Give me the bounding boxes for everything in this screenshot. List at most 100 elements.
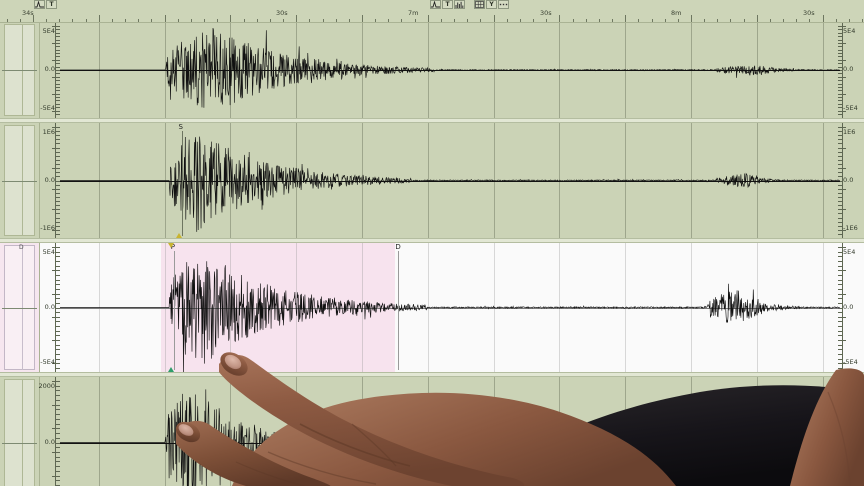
axis-tick [838,340,846,342]
axis-tick [52,42,60,44]
mini-overview-panel[interactable]: D [0,243,40,372]
axis-tick [56,180,60,182]
trace-panel-2[interactable]: 1E6 0.0 -1E6 1E6 0.0 -1E6 S [0,123,864,238]
axis-tick [56,288,60,290]
letter-y-icon[interactable]: Y [486,0,497,9]
axis-tick [56,298,60,300]
axis-tick [56,36,60,38]
mini-overview-panel[interactable] [0,377,40,486]
ruler-minor-tick [849,19,850,22]
axis-label-max-right: 1E6 [843,128,856,136]
pick-marker-top[interactable] [167,243,174,248]
spectrum-icon[interactable] [454,0,465,9]
axis-label-zero-right: 0.0 [843,175,854,184]
ruler-minor-tick [72,19,73,22]
axis-tick [56,205,60,207]
waveform-plot-area[interactable]: S [60,123,840,238]
ellipsis-icon[interactable] [498,0,509,9]
trace-panel-3[interactable]: D 5E4 0.0 -5E4 5E4 0.0 -5E4 P D [0,243,864,372]
zero-baseline [60,181,840,182]
axis-tick [56,83,60,85]
axis-tick [56,53,60,55]
axis-tick [838,330,842,332]
mini-overview-marker-d: D [19,244,24,251]
axis-tick [56,192,60,194]
ruler-major-tick [362,15,363,22]
ruler-minor-tick [704,19,705,22]
axis-tick [56,442,60,444]
axis-tick [838,147,846,149]
ruler-minor-tick [770,19,771,22]
phase-pick-s[interactable]: S [179,124,183,236]
axis-tick [56,368,60,369]
axis-tick [838,201,842,203]
waveform-plot-area[interactable] [60,22,840,118]
axis-tick [56,70,60,71]
axis-tick [56,213,60,215]
pick-marker-bottom[interactable] [175,233,182,238]
phase-pick-line [398,251,400,370]
ruler-minor-tick [191,19,192,22]
vertical-gridline [757,123,758,238]
axis-label-zero-right: 0.0 [843,302,854,311]
axis-tick [838,180,842,182]
grid-icon[interactable] [474,0,485,9]
ruler-minor-tick [467,19,468,22]
axis-tick [56,447,60,449]
ruler-minor-tick [270,19,271,22]
letter-t-icon[interactable]: T [46,0,57,9]
mini-overview-panel[interactable] [0,22,40,118]
ruler-minor-tick [257,19,258,22]
toolbar: T T Y [0,0,864,9]
ruler-minor-tick [586,19,587,22]
ruler-minor-tick [730,19,731,22]
axis-label-max-right: 5E4 [843,27,856,35]
axis-tick [56,176,60,178]
axis-tick [52,110,60,112]
axis-label-zero: 0.0 [44,437,55,446]
axis-tick [56,321,60,323]
axis-tick [56,414,60,416]
axis-tick [838,302,842,304]
axis-tick [838,217,842,219]
amplitude-axis-right: 1E6 0.0 -1E6 [838,123,864,238]
axis-tick [838,270,846,272]
axis-tick [56,395,60,397]
ruler-major-tick [428,15,429,22]
panel-separator[interactable] [0,372,864,377]
axis-tick [838,110,846,112]
panel-separator[interactable] [0,238,864,243]
trace-panel-1[interactable]: 5E4 0.0 -5E4 5E4 0.0 -5E4 [0,22,864,118]
ruler-major-tick [230,15,231,22]
axis-tick [56,279,60,281]
axis-tick [56,433,60,435]
time-ruler[interactable]: 34s 30s 7m 30s 8m 30s [0,9,864,23]
axis-label-max: 2000 [38,382,55,390]
ruler-minor-tick [520,19,521,22]
axis-tick [838,164,842,166]
waveform-icon[interactable] [430,0,441,9]
phase-pick-d[interactable]: D [395,244,401,370]
ruler-minor-tick [809,19,810,22]
letter-t-icon[interactable]: T [442,0,453,9]
mini-overview-panel[interactable] [0,123,40,238]
axis-tick [56,107,60,109]
axis-tick [838,229,846,231]
ruler-minor-tick [217,19,218,22]
pick-marker-bottom[interactable] [167,367,174,372]
ruler-minor-tick [59,19,60,22]
axis-tick [52,127,60,128]
axis-tick [838,29,842,31]
panel-separator[interactable] [0,118,864,123]
toolbar-button-label: T [445,0,450,8]
waveform-plot-area[interactable] [60,377,840,486]
ruler-minor-tick [744,19,745,22]
axis-tick [56,302,60,304]
waveform-icon[interactable] [34,0,45,9]
axis-tick [52,229,60,231]
axis-tick [838,131,842,133]
